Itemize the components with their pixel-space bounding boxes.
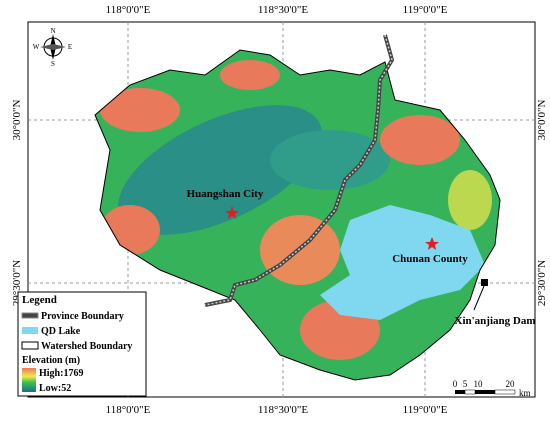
- coord-label: 118°0'0"E: [106, 4, 151, 16]
- elevation-ramp: [22, 368, 36, 392]
- scale-label: 5: [463, 379, 468, 389]
- compass-letter: N: [50, 27, 55, 35]
- coord-label: 118°30'0"E: [258, 4, 308, 16]
- coord-label: 119°0'0"E: [403, 4, 448, 16]
- compass-letter: S: [51, 60, 55, 68]
- legend-swatch: [21, 312, 39, 319]
- legend-subtitle: Elevation (m): [22, 355, 80, 366]
- legend-item: Low:52: [39, 383, 71, 394]
- scale-label: 20: [506, 379, 516, 389]
- coord-label: 30°0'0"N: [536, 100, 548, 141]
- scale-label: 0: [453, 379, 458, 389]
- legend-title: Legend: [22, 294, 57, 306]
- province-boundary: [204, 34, 395, 307]
- scale-bar: 0 5 10 20 km: [453, 379, 531, 398]
- legend-item: QD Lake: [41, 326, 81, 337]
- compass: N S E W: [33, 27, 72, 68]
- coord-label: 29°30'0"N: [536, 260, 548, 306]
- place-label: Xin'anjiang Dam: [455, 315, 536, 327]
- place-label: Huangshan City: [187, 188, 264, 200]
- coord-label: 118°0'0"E: [106, 404, 151, 416]
- watershed-boundary: [94, 49, 501, 381]
- coord-label: 119°0'0"E: [403, 404, 448, 416]
- county-marker: [425, 237, 439, 250]
- compass-letter: W: [33, 43, 40, 51]
- lake: [320, 205, 485, 320]
- legend-item: Province Boundary: [41, 311, 124, 322]
- legend-swatch: [21, 341, 39, 350]
- coord-label: 118°30'0"E: [258, 404, 308, 416]
- dam-pointer: [473, 285, 485, 311]
- compass-letter: E: [68, 43, 72, 51]
- legend-item: High:1769: [39, 368, 83, 379]
- coord-label: 30°0'0"N: [11, 100, 23, 141]
- place-label: Chunan County: [392, 253, 468, 265]
- city-marker: [225, 206, 239, 219]
- scale-label: 10: [474, 379, 484, 389]
- legend-swatch: [22, 327, 38, 334]
- legend-item: Watershed Boundary: [41, 341, 132, 352]
- dam-marker: [481, 279, 488, 286]
- scale-unit: km: [519, 388, 531, 398]
- legend-box: [17, 291, 147, 397]
- legend: Legend Province Boundary QD Lake Watersh…: [17, 291, 147, 397]
